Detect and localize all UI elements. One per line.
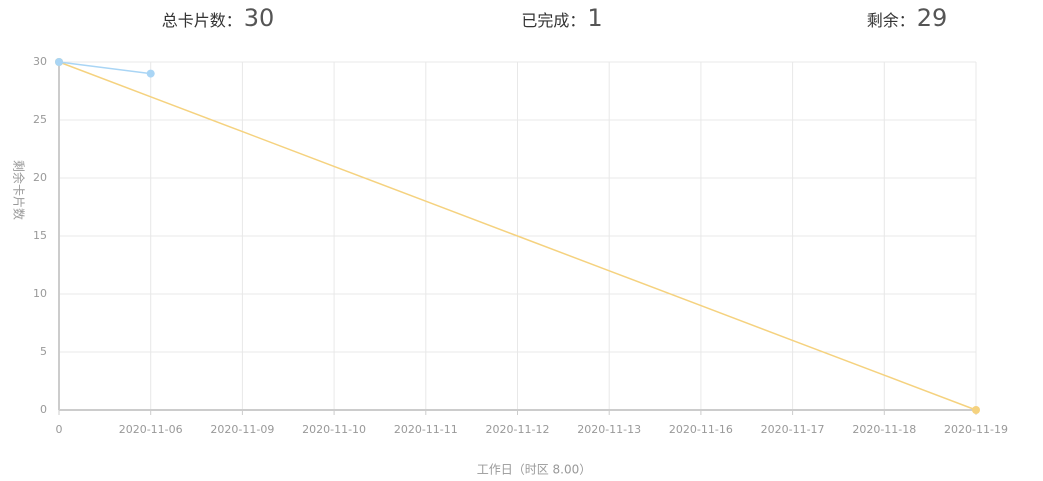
stat-value: 1 [587,4,603,32]
stats-bar: 总卡片数：30 已完成：1 剩余：29 [0,0,1043,40]
stat: 总卡片数：30 [162,4,275,32]
y-tick-label: 0 [40,403,47,416]
y-tick-label: 10 [33,287,47,300]
x-tick-label: 2020-11-09 [210,423,274,436]
x-tick-label: 2020-11-10 [302,423,366,436]
stat: 已完成：1 [521,4,602,32]
x-tick-label: 2020-11-12 [486,423,550,436]
x-tick-label: 2020-11-13 [577,423,641,436]
y-axis-label: 剩余卡片数 [12,160,27,220]
y-tick-label: 5 [40,345,47,358]
point [972,406,980,414]
stat-value: 30 [243,4,275,32]
x-tick-label: 0 [56,423,63,436]
x-axis-label: 工作日（时区 8.00） [477,463,592,477]
stat: 剩余：29 [867,4,948,32]
y-tick-label: 15 [33,229,47,242]
stat-label: 已完成： [521,11,586,30]
y-tick-label: 30 [33,55,47,68]
x-tick-label: 2020-11-19 [944,423,1008,436]
series-line [58,61,151,75]
series-line [58,61,977,411]
stat-label: 总卡片数： [161,11,242,30]
y-tick-label: 25 [33,113,47,126]
point [146,69,155,78]
stat-value: 29 [916,4,948,32]
point [55,58,63,66]
stat-label: 剩余： [866,11,915,30]
x-tick-label: 2020-11-16 [669,423,733,436]
y-tick-label: 20 [33,171,47,184]
x-tick-label: 2020-11-06 [119,423,183,436]
x-tick-label: 2020-11-17 [761,423,825,436]
x-tick-label: 2020-11-11 [394,423,458,436]
x-tick-label: 2020-11-18 [852,423,916,436]
